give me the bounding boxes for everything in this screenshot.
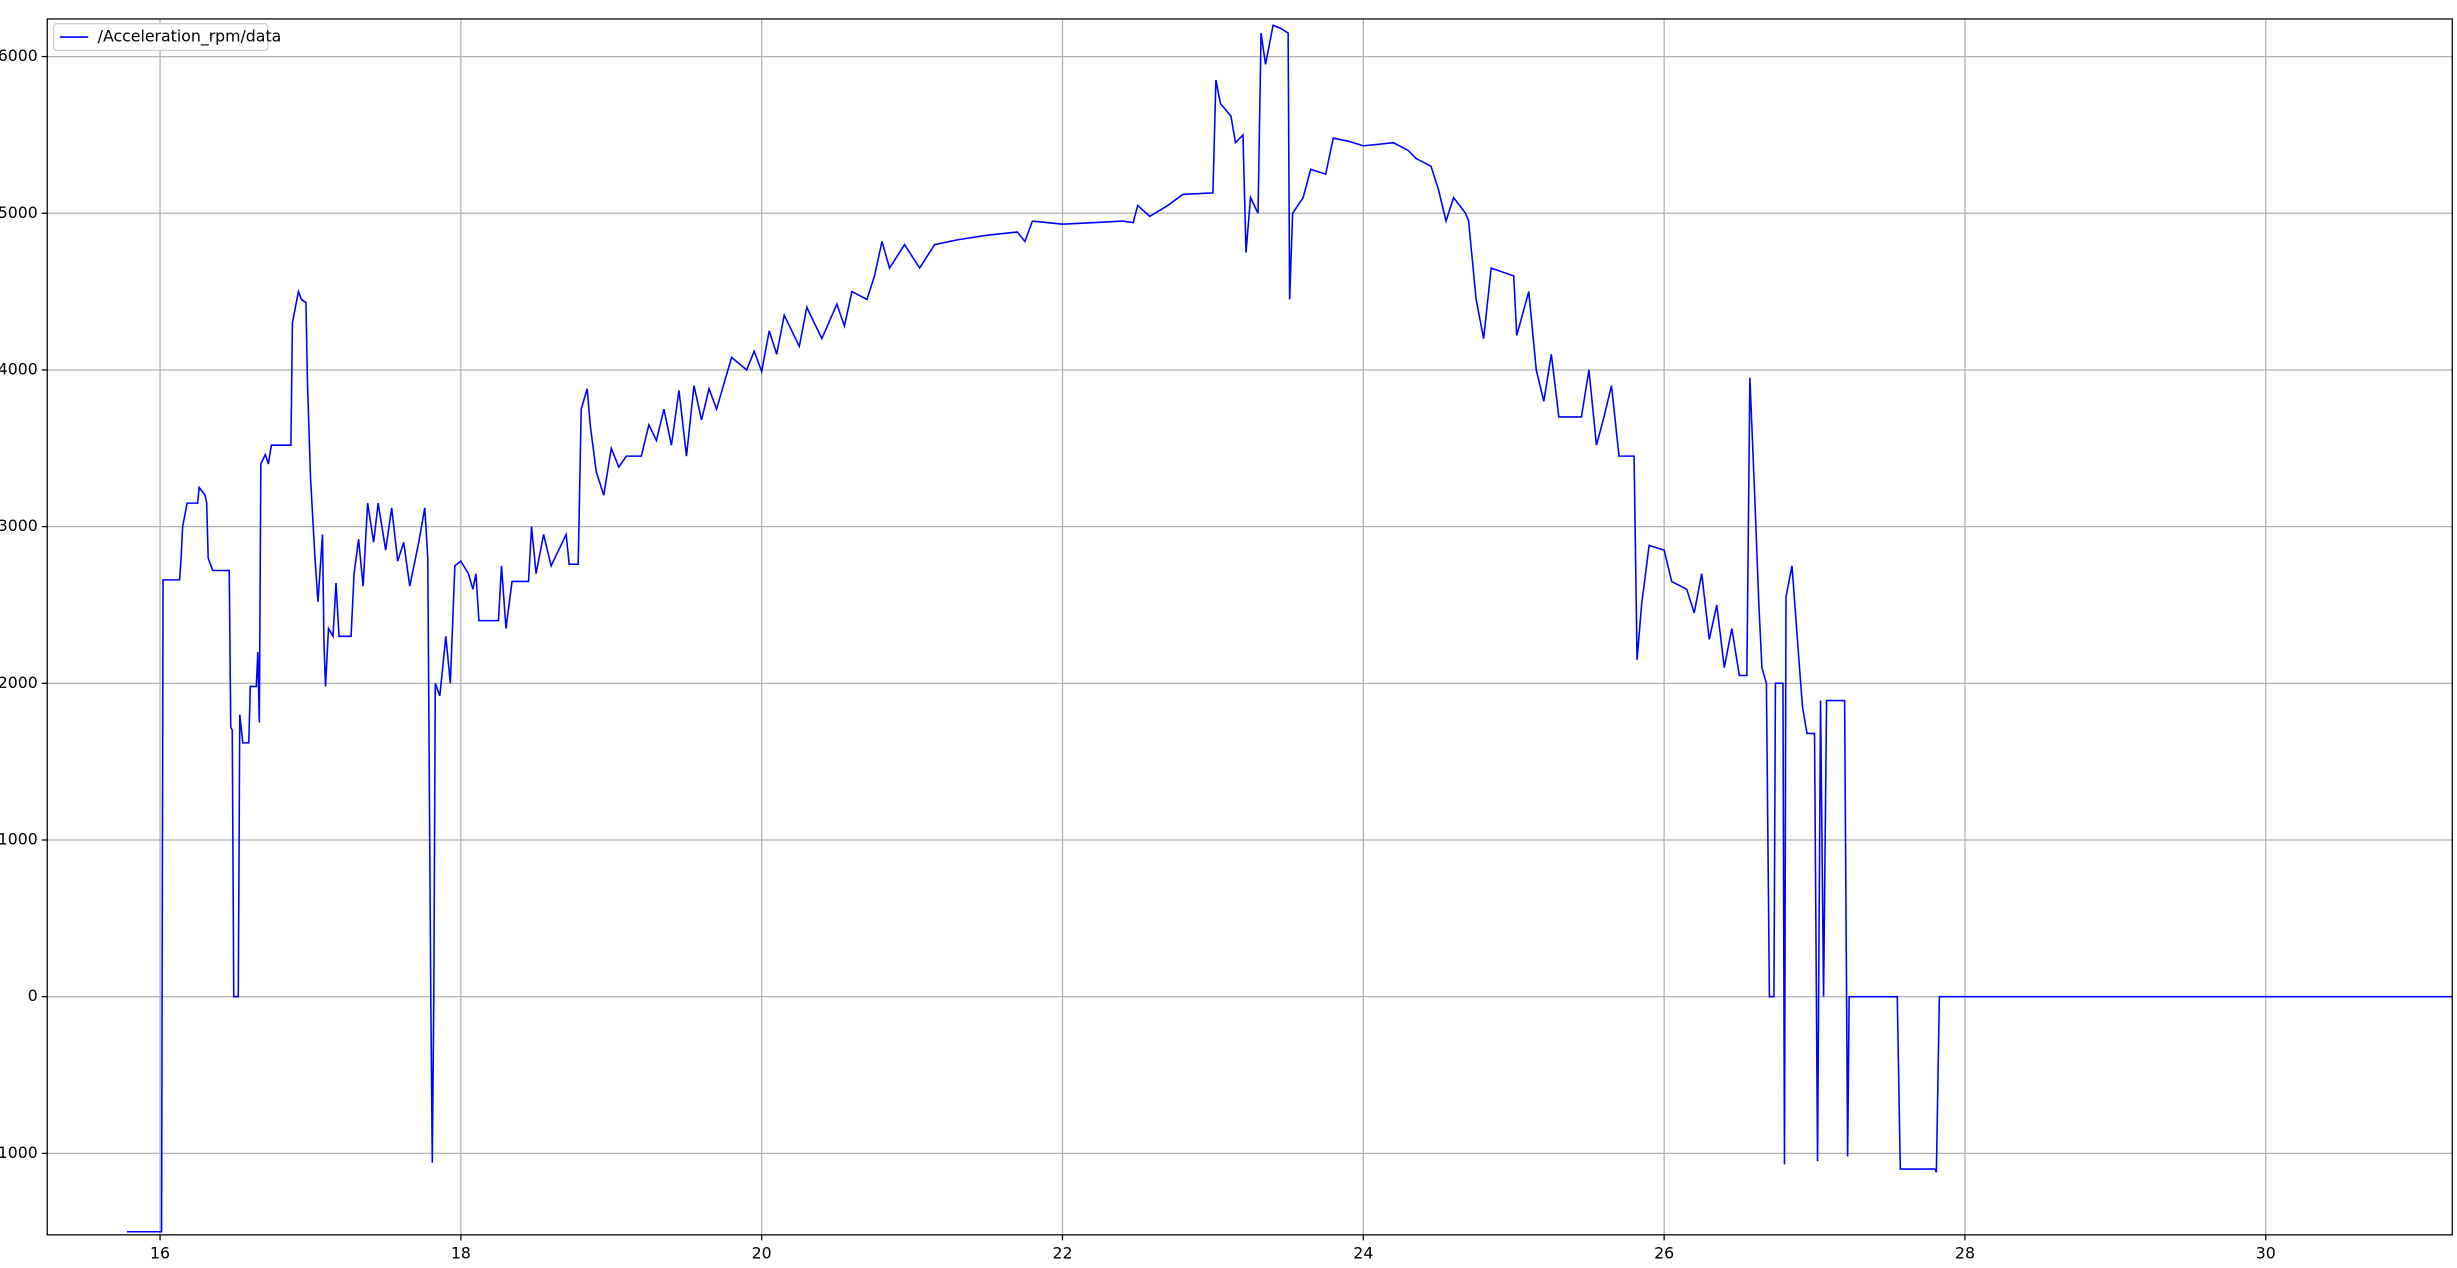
x-tick-label: 20: [752, 1243, 772, 1262]
y-tick-label: 1000: [0, 830, 38, 849]
x-tick-label: 30: [2256, 1243, 2276, 1262]
plot-frame: [46, 18, 2453, 1236]
y-tick-label: 4000: [0, 359, 38, 378]
y-tick-label: 5000: [0, 203, 38, 222]
x-tick-label: 16: [150, 1243, 170, 1262]
legend-box: [52, 23, 269, 52]
x-tick-label: 22: [1052, 1243, 1072, 1262]
x-tick-label: 28: [1955, 1243, 1975, 1262]
y-tick-label: 6000: [0, 46, 38, 65]
y-tick-label: 1000: [0, 1143, 38, 1162]
x-tick-label: 18: [451, 1243, 471, 1262]
y-tick-label: 3000: [0, 516, 38, 535]
y-tick-label: 0: [28, 986, 38, 1005]
data-line: [126, 24, 2453, 1233]
x-tick-label: 24: [1353, 1243, 1373, 1262]
y-tick-label: 2000: [0, 673, 38, 692]
x-tick-label: 26: [1654, 1243, 1674, 1262]
legend-label: /Acceleration_rpm/data: [98, 27, 282, 47]
